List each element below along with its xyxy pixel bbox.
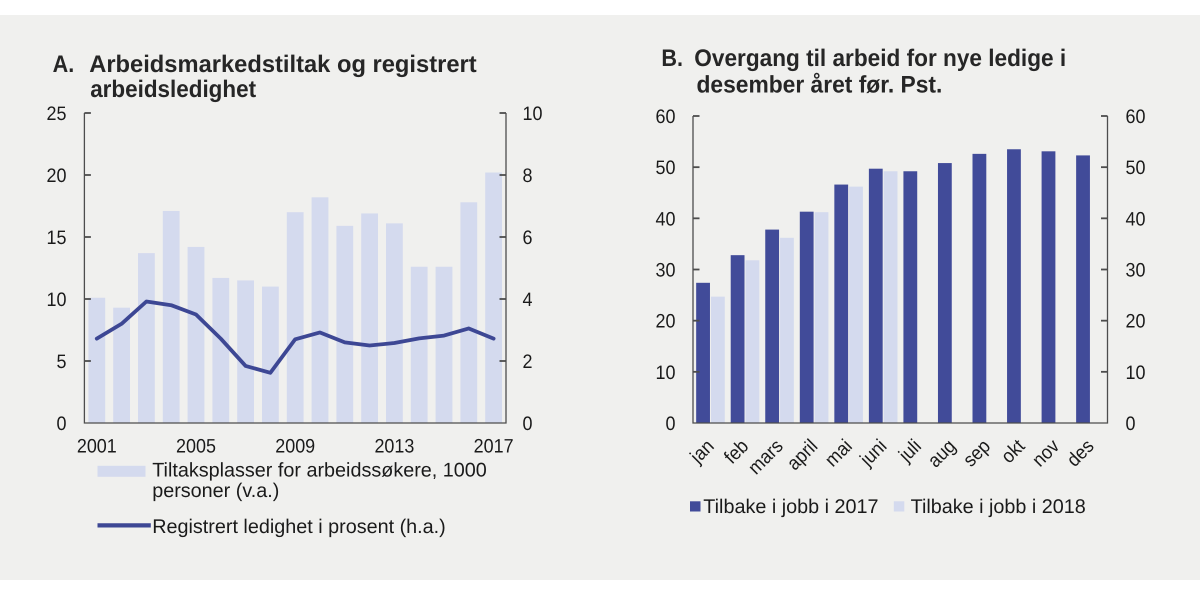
svg-text:10: 10 xyxy=(656,362,676,384)
svg-text:25: 25 xyxy=(47,103,67,125)
svg-text:personer (v.a.): personer (v.a.) xyxy=(152,480,279,502)
svg-text:A.: A. xyxy=(53,51,75,78)
svg-text:Tiltaksplasser for arbeidssøke: Tiltaksplasser for arbeidssøkere, 1000 xyxy=(152,459,487,481)
svg-text:Registrert ledighet i prosent: Registrert ledighet i prosent (h.a.) xyxy=(152,516,446,538)
svg-text:B.: B. xyxy=(661,45,683,72)
svg-text:Overgang til arbeid for nye le: Overgang til arbeid for nye ledige i xyxy=(694,45,1066,72)
svg-text:60: 60 xyxy=(1126,106,1146,128)
svg-text:2001: 2001 xyxy=(77,436,117,458)
svg-text:10: 10 xyxy=(523,103,543,125)
svg-text:20: 20 xyxy=(1126,311,1146,333)
svg-text:Tilbake i jobb i 2018: Tilbake i jobb i 2018 xyxy=(911,496,1086,518)
svg-text:0: 0 xyxy=(1126,413,1136,435)
svg-text:15: 15 xyxy=(47,227,67,249)
svg-text:4: 4 xyxy=(523,289,533,311)
svg-text:50: 50 xyxy=(656,157,676,179)
svg-text:arbeidsledighet: arbeidsledighet xyxy=(90,76,256,103)
svg-text:2009: 2009 xyxy=(275,436,315,458)
svg-text:6: 6 xyxy=(523,227,533,249)
svg-text:40: 40 xyxy=(656,208,676,230)
svg-text:10: 10 xyxy=(1126,362,1146,384)
svg-text:30: 30 xyxy=(1126,260,1146,282)
svg-text:2017: 2017 xyxy=(474,436,514,458)
svg-text:40: 40 xyxy=(1126,208,1146,230)
svg-text:Arbeidsmarkedstiltak og regist: Arbeidsmarkedstiltak og registrert xyxy=(89,51,476,78)
svg-text:0: 0 xyxy=(523,413,533,435)
svg-text:2: 2 xyxy=(523,351,533,373)
svg-text:Tilbake i jobb i 2017: Tilbake i jobb i 2017 xyxy=(703,496,878,518)
svg-text:20: 20 xyxy=(656,311,676,333)
svg-text:30: 30 xyxy=(656,260,676,282)
svg-text:50: 50 xyxy=(1126,157,1146,179)
svg-text:0: 0 xyxy=(666,413,676,435)
svg-text:5: 5 xyxy=(57,351,67,373)
svg-text:8: 8 xyxy=(523,165,533,187)
svg-text:20: 20 xyxy=(47,165,67,187)
svg-text:60: 60 xyxy=(656,106,676,128)
svg-text:10: 10 xyxy=(47,289,67,311)
svg-text:2013: 2013 xyxy=(374,436,414,458)
svg-text:2005: 2005 xyxy=(176,436,216,458)
svg-text:desember året før. Pst.: desember året før. Pst. xyxy=(697,71,943,98)
svg-text:0: 0 xyxy=(57,413,67,435)
